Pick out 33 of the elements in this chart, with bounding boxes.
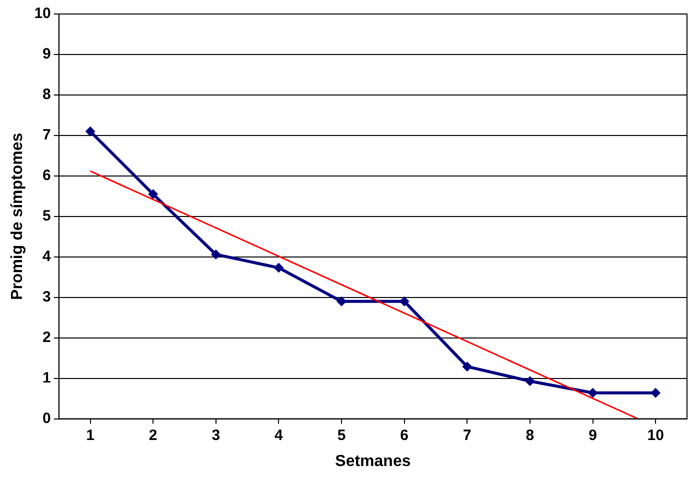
x-tick-label: 4 (274, 426, 284, 444)
x-tick-label: 8 (526, 426, 534, 444)
point (210, 249, 221, 260)
point (399, 296, 410, 306)
point (462, 362, 472, 372)
y-tick-label: 3 (42, 288, 51, 306)
point (336, 296, 347, 306)
y-tick-label: 1 (42, 369, 51, 386)
x-tick-label: 5 (337, 426, 346, 444)
x-tick-label: 1 (86, 426, 94, 444)
y-tick-label: 9 (42, 46, 51, 63)
y-tick-label: 0 (42, 410, 51, 427)
y-axis-title: Promig de símptomes (9, 132, 26, 300)
y-tick-label: 8 (42, 86, 51, 104)
y-tick-label: 5 (42, 208, 51, 225)
point (85, 126, 96, 136)
y-tick-label: 7 (42, 126, 51, 144)
y-tick-label: 10 (34, 5, 51, 22)
x-tick-label: 6 (400, 426, 409, 444)
x-axis-title: Setmanes (335, 452, 411, 470)
y-tick-label: 4 (42, 248, 52, 266)
point (274, 262, 284, 273)
y-tick-label: 2 (42, 328, 51, 346)
point (148, 189, 158, 200)
y-tick-label: 6 (42, 167, 51, 184)
x-tick-label: 2 (148, 426, 158, 444)
point (588, 388, 598, 398)
x-tick-label: 10 (647, 426, 664, 444)
point (524, 376, 535, 386)
x-tick-label: 7 (462, 426, 472, 444)
x-tick-label: 3 (212, 426, 220, 444)
point (650, 388, 661, 398)
x-tick-label: 9 (588, 426, 597, 444)
